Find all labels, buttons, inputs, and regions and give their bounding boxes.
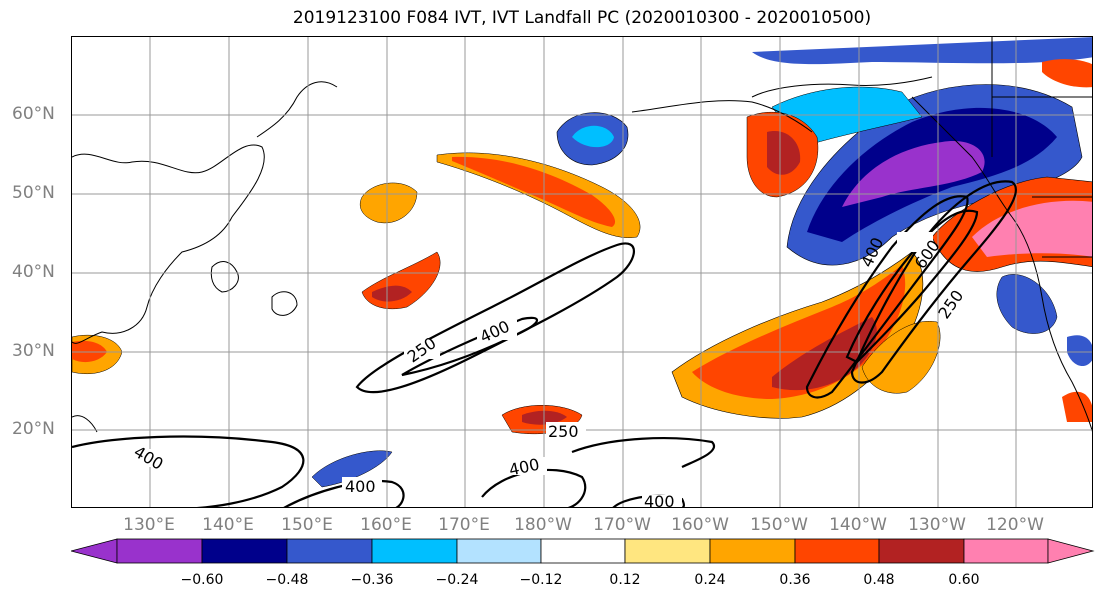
ivt-contours xyxy=(72,180,1018,507)
contour-400-central xyxy=(401,316,539,377)
contour-south-west xyxy=(72,435,305,507)
lat-label: 20°N xyxy=(12,419,55,439)
contour-label: 400 xyxy=(345,477,376,496)
lon-label: 160°W xyxy=(671,515,729,535)
colorbar-tick: −0.36 xyxy=(350,572,394,588)
contour-label: 400 xyxy=(131,442,167,474)
lat-label: 40°N xyxy=(12,262,55,282)
contour-label: 250 xyxy=(404,333,440,366)
colorbar-tick: −0.60 xyxy=(180,572,224,588)
lon-label: 170°W xyxy=(593,515,651,535)
map-title: 2019123100 F084 IVT, IVT Landfall PC (20… xyxy=(292,8,872,28)
colorbar-tick: −0.24 xyxy=(435,572,479,588)
contour-south-mid xyxy=(283,480,405,507)
colorbar-tick: 0.48 xyxy=(863,572,895,588)
contour-600-east xyxy=(845,209,979,364)
lon-label: 170°E xyxy=(438,515,490,535)
lon-label: 180°W xyxy=(514,515,572,535)
contour-south-ring xyxy=(571,437,716,468)
lon-label: 130°W xyxy=(908,515,966,535)
colorbar-tick: 0.12 xyxy=(609,572,641,588)
contour-south-central xyxy=(481,468,587,507)
lat-label: 30°N xyxy=(12,341,55,361)
colorbar-extend-left xyxy=(71,538,118,564)
contour-400-east xyxy=(805,195,969,399)
contour-label: 250 xyxy=(934,286,967,322)
contour-label: 400 xyxy=(644,492,675,508)
lon-label: 160°E xyxy=(360,515,412,535)
lon-label: 150°E xyxy=(281,515,333,535)
colorbar-tick: −0.12 xyxy=(519,572,563,588)
lon-label: 150°W xyxy=(750,515,808,535)
lat-label: 60°N xyxy=(12,104,55,124)
colorbar-tick: 0.24 xyxy=(694,572,726,588)
contour-250-central xyxy=(355,242,635,394)
lon-label: 120°W xyxy=(986,515,1044,535)
colorbar-tick: 0.60 xyxy=(948,572,980,588)
map-panel: 250 400 250 400 400 400 400 400 600 250 xyxy=(71,36,1093,508)
lon-label: 140°E xyxy=(202,515,254,535)
colorbar-tick: 0.36 xyxy=(779,572,811,588)
lon-label: 130°E xyxy=(123,515,175,535)
contour-label: 250 xyxy=(548,422,579,441)
lat-label: 50°N xyxy=(12,183,55,203)
colorbar-tick: −0.48 xyxy=(265,572,309,588)
map-canvas: 250 400 250 400 400 400 400 400 600 250 xyxy=(72,37,1092,508)
contour-250-east xyxy=(850,180,1018,384)
colorbar xyxy=(71,538,1095,564)
colorbar-extend-right xyxy=(1047,538,1095,564)
lon-label: 140°W xyxy=(829,515,887,535)
